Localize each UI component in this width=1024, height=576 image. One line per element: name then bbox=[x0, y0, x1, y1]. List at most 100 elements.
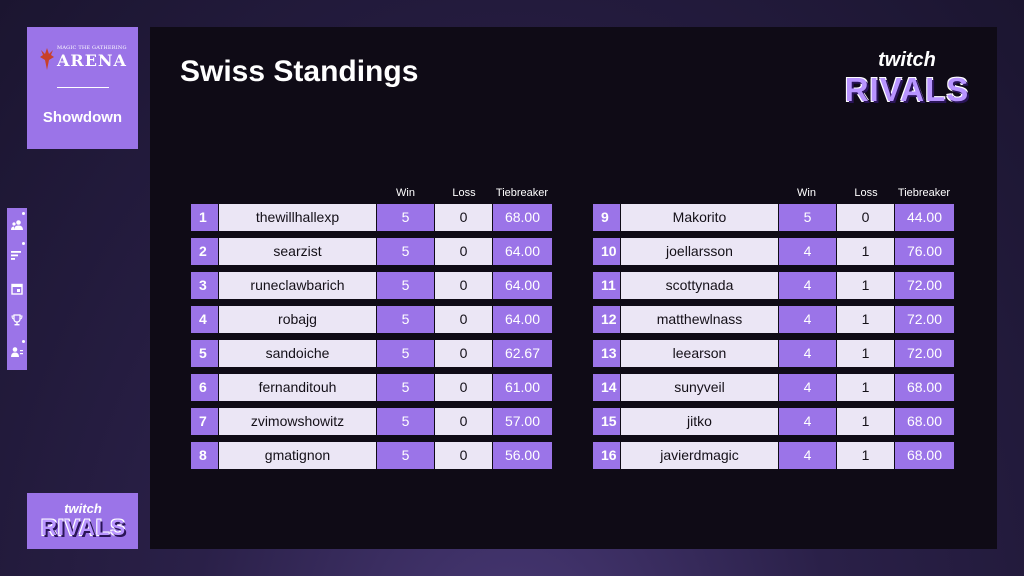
player-name-cell: javierdmagic bbox=[621, 442, 778, 469]
tiebreaker-cell: 68.00 bbox=[895, 374, 954, 401]
loss-cell: 0 bbox=[435, 408, 492, 435]
rank-cell: 11 bbox=[593, 272, 620, 299]
header-loss: Loss bbox=[452, 187, 476, 199]
player-name-cell: matthewlnass bbox=[621, 306, 778, 333]
win-cell: 4 bbox=[779, 442, 836, 469]
rivals-wordmark: RIVALS bbox=[844, 71, 970, 108]
player-name-cell: fernanditouh bbox=[219, 374, 376, 401]
player-name-cell: sunyveil bbox=[621, 374, 778, 401]
sponsor-tile: twitch RIVALS bbox=[27, 493, 138, 549]
user-list-icon[interactable] bbox=[11, 346, 23, 358]
twitch-rivals-logo: twitch RIVALS bbox=[41, 501, 125, 543]
rank-cell: 16 bbox=[593, 442, 620, 469]
tiebreaker-cell: 72.00 bbox=[895, 272, 954, 299]
standings-row: 1 thewillhallexp 5 0 68.00 bbox=[191, 204, 552, 231]
twitch-wordmark: twitch bbox=[878, 49, 936, 71]
game-name: ARENA bbox=[57, 51, 127, 70]
player-name-cell: Makorito bbox=[621, 204, 778, 231]
header-win: Win bbox=[797, 187, 816, 199]
trophy-icon[interactable] bbox=[11, 314, 23, 326]
loss-cell: 0 bbox=[435, 340, 492, 367]
player-name-cell: robajg bbox=[219, 306, 376, 333]
rank-cell: 12 bbox=[593, 306, 620, 333]
loss-cell: 0 bbox=[435, 272, 492, 299]
loss-cell: 1 bbox=[837, 374, 894, 401]
calendar-icon[interactable] bbox=[11, 283, 23, 295]
rank-cell: 8 bbox=[191, 442, 218, 469]
win-cell: 4 bbox=[779, 306, 836, 333]
side-nav bbox=[7, 208, 27, 370]
standings-row: 5 sandoiche 5 0 62.67 bbox=[191, 340, 552, 367]
rank-cell: 5 bbox=[191, 340, 218, 367]
win-cell: 5 bbox=[377, 408, 434, 435]
tiebreaker-cell: 56.00 bbox=[493, 442, 552, 469]
standings-row: 8 gmatignon 5 0 56.00 bbox=[191, 442, 552, 469]
win-cell: 5 bbox=[377, 374, 434, 401]
win-cell: 4 bbox=[779, 238, 836, 265]
loss-cell: 0 bbox=[837, 204, 894, 231]
player-name-cell: jitko bbox=[621, 408, 778, 435]
tiebreaker-cell: 64.00 bbox=[493, 272, 552, 299]
nav-indicator-dot bbox=[22, 340, 25, 343]
loss-cell: 1 bbox=[837, 408, 894, 435]
standings-row: 14 sunyveil 4 1 68.00 bbox=[593, 374, 954, 401]
tiebreaker-cell: 68.00 bbox=[895, 442, 954, 469]
rank-cell: 7 bbox=[191, 408, 218, 435]
rank-cell: 3 bbox=[191, 272, 218, 299]
planeswalker-emblem-icon bbox=[40, 48, 54, 70]
rank-cell: 1 bbox=[191, 204, 218, 231]
loss-cell: 1 bbox=[837, 238, 894, 265]
tiebreaker-cell: 44.00 bbox=[895, 204, 954, 231]
loss-cell: 1 bbox=[837, 272, 894, 299]
standings-row: 11 scottynada 4 1 72.00 bbox=[593, 272, 954, 299]
users-icon[interactable] bbox=[11, 219, 23, 231]
standings-row: 10 joellarsson 4 1 76.00 bbox=[593, 238, 954, 265]
list-icon[interactable] bbox=[11, 249, 23, 261]
win-cell: 4 bbox=[779, 374, 836, 401]
loss-cell: 0 bbox=[435, 442, 492, 469]
player-name-cell: leearson bbox=[621, 340, 778, 367]
player-name-cell: scottynada bbox=[621, 272, 778, 299]
nav-indicator-dot bbox=[22, 212, 25, 215]
rank-cell: 4 bbox=[191, 306, 218, 333]
player-name-cell: sandoiche bbox=[219, 340, 376, 367]
win-cell: 5 bbox=[377, 442, 434, 469]
player-name-cell: gmatignon bbox=[219, 442, 376, 469]
win-cell: 4 bbox=[779, 272, 836, 299]
header-loss: Loss bbox=[854, 187, 878, 199]
tiebreaker-cell: 64.00 bbox=[493, 238, 552, 265]
standings-row: 9 Makorito 5 0 44.00 bbox=[593, 204, 954, 231]
mtg-arena-logo: MAGIC THE GATHERING ARENA bbox=[35, 45, 130, 77]
tiebreaker-cell: 57.00 bbox=[493, 408, 552, 435]
loss-cell: 1 bbox=[837, 306, 894, 333]
loss-cell: 0 bbox=[435, 238, 492, 265]
rank-cell: 13 bbox=[593, 340, 620, 367]
win-cell: 5 bbox=[779, 204, 836, 231]
game-tagline: MAGIC THE GATHERING bbox=[57, 45, 127, 51]
win-cell: 5 bbox=[377, 306, 434, 333]
standings-row: 16 javierdmagic 4 1 68.00 bbox=[593, 442, 954, 469]
win-cell: 5 bbox=[377, 272, 434, 299]
tiebreaker-cell: 62.67 bbox=[493, 340, 552, 367]
rivals-wordmark: RIVALS bbox=[41, 515, 127, 540]
standings-row: 3 runeclawbarich 5 0 64.00 bbox=[191, 272, 552, 299]
rank-cell: 9 bbox=[593, 204, 620, 231]
standings-row: 15 jitko 4 1 68.00 bbox=[593, 408, 954, 435]
header-tiebreaker: Tiebreaker bbox=[897, 187, 951, 199]
standings-row: 13 leearson 4 1 72.00 bbox=[593, 340, 954, 367]
tiebreaker-cell: 72.00 bbox=[895, 340, 954, 367]
event-name: Showdown bbox=[42, 109, 123, 126]
tiebreaker-cell: 64.00 bbox=[493, 306, 552, 333]
standings-row: 4 robajg 5 0 64.00 bbox=[191, 306, 552, 333]
twitch-rivals-logo: twitch RIVALS bbox=[842, 49, 972, 111]
standings-row: 2 searzist 5 0 64.00 bbox=[191, 238, 552, 265]
loss-cell: 0 bbox=[435, 374, 492, 401]
tiebreaker-cell: 68.00 bbox=[895, 408, 954, 435]
loss-cell: 1 bbox=[837, 442, 894, 469]
brand-divider bbox=[57, 87, 109, 88]
tiebreaker-cell: 68.00 bbox=[493, 204, 552, 231]
rank-cell: 15 bbox=[593, 408, 620, 435]
player-name-cell: thewillhallexp bbox=[219, 204, 376, 231]
header-tiebreaker: Tiebreaker bbox=[495, 187, 549, 199]
header-win: Win bbox=[396, 187, 415, 199]
